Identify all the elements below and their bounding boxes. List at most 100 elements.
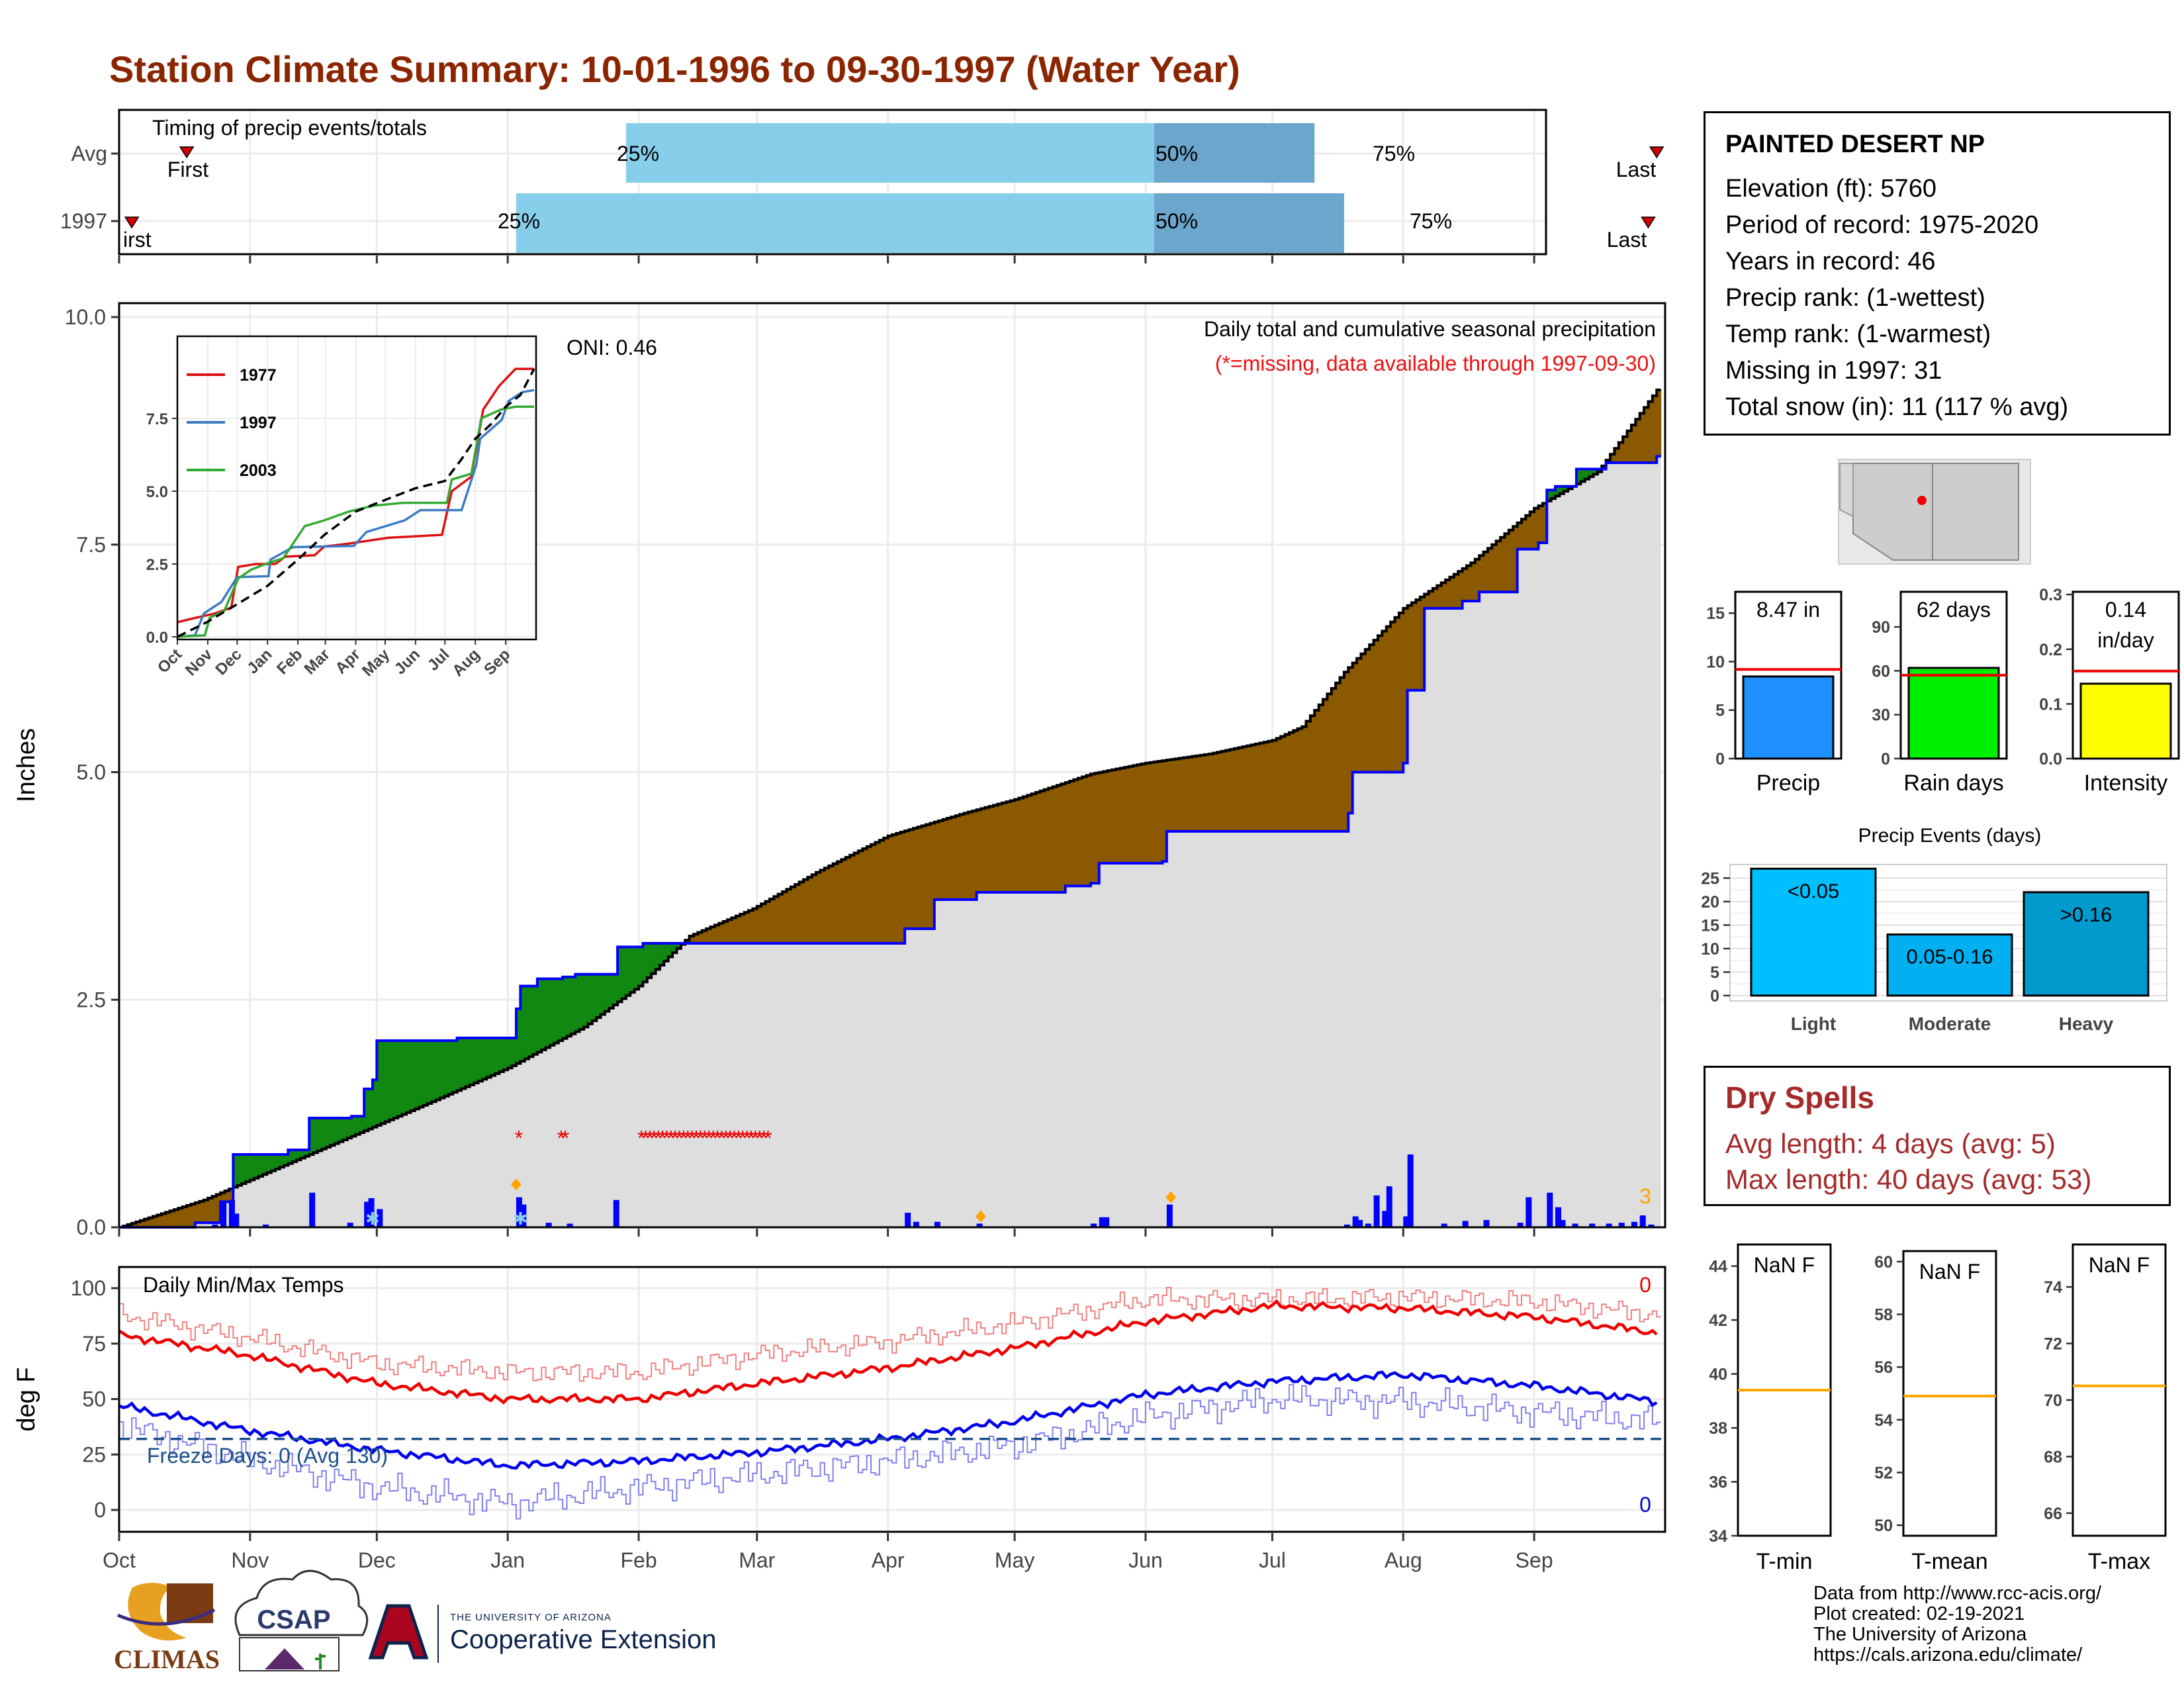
daily-precip-bar: [1441, 1223, 1447, 1227]
daily-precip-bar: [1099, 1217, 1105, 1227]
inset-average-line: [177, 368, 535, 638]
summary-bar-charts: 8.47 in 0 5 10 15 Precip 62 days 0 30 60 90 Rain da…: [1706, 586, 2180, 796]
deficit-area: [1111, 769, 1116, 863]
deficit-area: [997, 804, 1003, 892]
ua-main-text: Cooperative Extension: [450, 1625, 716, 1654]
month-tick-label: Oct: [103, 1548, 136, 1572]
daily-precip-bar: [934, 1221, 940, 1227]
missing-marker: *: [659, 1127, 666, 1150]
deficit-area: [1208, 754, 1214, 831]
deficit-area: [782, 892, 788, 943]
deficit-area: [731, 917, 737, 943]
snow-mark: ✱: [513, 1209, 527, 1229]
deficit-area: [816, 872, 821, 943]
deficit-area: [1496, 541, 1501, 592]
daily-precip-bar: [1403, 1216, 1410, 1227]
deficit-area: [930, 823, 935, 929]
daily-precip-bar: [1090, 1223, 1097, 1227]
missing-marker: *: [692, 1127, 700, 1150]
missing-marker: *: [760, 1127, 768, 1150]
deficit-area: [698, 932, 703, 943]
events-bar-text: <0.05: [1788, 879, 1839, 902]
station-line: Precip rank: (1-wettest): [1725, 284, 1985, 312]
month-tick-label: May: [995, 1548, 1034, 1572]
daily-precip-bar: [1572, 1223, 1578, 1227]
deficit-area: [1331, 688, 1336, 831]
deficit-area: [714, 925, 719, 943]
surplus-area: [554, 978, 559, 1043]
deficit-area: [1217, 752, 1222, 831]
missing-marker: *: [730, 1127, 738, 1150]
surplus-area: [604, 974, 610, 1011]
surplus-area: [1584, 469, 1590, 479]
surplus-area: [659, 943, 664, 966]
deficit-area: [1529, 512, 1535, 549]
timing-marker: [179, 146, 195, 159]
month-tick-label: Aug: [1385, 1548, 1422, 1572]
tpanel-ytick-label: 60: [1874, 1253, 1893, 1272]
deficit-area: [1128, 766, 1134, 863]
daily-precip-bar: [1589, 1223, 1596, 1227]
surplus-area: [359, 1116, 365, 1133]
deficit-area: [976, 810, 981, 892]
surplus-area: [469, 1038, 475, 1085]
tpanel-ytick-label: 54: [1874, 1411, 1893, 1430]
daily-precip-bar: [1462, 1221, 1469, 1227]
missing-marker: *: [701, 1127, 709, 1150]
deficit-area: [1056, 785, 1062, 892]
daily-precip-bar: [1365, 1223, 1371, 1227]
deficit-area: [157, 1215, 162, 1227]
surplus-area: [639, 947, 644, 986]
map-state-nw: [1839, 463, 1854, 518]
deficit-area: [1171, 759, 1176, 831]
surplus-area: [292, 1150, 297, 1162]
daily-precip-bar: [347, 1223, 353, 1227]
surplus-area: [676, 943, 682, 949]
deficit-area: [1040, 790, 1045, 892]
summary-bar-intensity: [2079, 682, 2172, 760]
surplus-area: [461, 1038, 466, 1089]
daily-precip-bar: [1407, 1154, 1414, 1227]
timing-q75-yr: 75%: [1410, 209, 1452, 233]
deficit-area: [1141, 764, 1146, 863]
temp-ytick-label: 75: [82, 1332, 106, 1356]
deficit-area: [1052, 786, 1058, 892]
deficit-area: [1238, 747, 1244, 831]
surplus-area: [584, 974, 589, 1027]
summary-bar-label: Precip: [1756, 771, 1820, 796]
surplus-area: [398, 1041, 403, 1117]
deficit-area: [1082, 776, 1087, 886]
inset-legend-label: 1977: [240, 366, 277, 385]
deficit-area: [1437, 585, 1442, 608]
csap-cactus: [315, 1654, 326, 1669]
summary-ytick-label: 0.2: [2039, 641, 2062, 659]
daily-precip-bar: [1559, 1220, 1566, 1227]
daily-precip-bar: [309, 1192, 316, 1227]
temp-ytick-label: 100: [71, 1276, 106, 1300]
summary-ytick-label: 0.3: [2039, 586, 2062, 604]
missing-marker: *: [671, 1127, 679, 1150]
deficit-area: [1251, 745, 1256, 831]
events-ytick-label: 20: [1701, 893, 1719, 912]
deficit-area: [938, 820, 944, 900]
csap-cloud: [234, 1570, 369, 1636]
surplus-area: [575, 974, 580, 1032]
missing-marker: *: [561, 1127, 569, 1150]
daily-precip-bar: [1618, 1223, 1625, 1227]
surplus-area: [313, 1118, 318, 1153]
daily-precip-bar: [233, 1213, 240, 1227]
summary-ytick-label: 0.1: [2039, 695, 2062, 714]
deficit-area: [1077, 778, 1083, 886]
month-tick-label: Jun: [1128, 1548, 1163, 1572]
month-tick-label: Nov: [231, 1548, 269, 1572]
observed-min-line: [119, 1383, 1661, 1520]
tpanel-ytick-label: 52: [1874, 1464, 1893, 1482]
deficit-area: [127, 1224, 132, 1227]
deficit-area: [1048, 788, 1054, 892]
summary-ytick-label: 10: [1706, 653, 1725, 671]
deficit-area: [140, 1220, 145, 1227]
timing-marker: [124, 216, 140, 229]
dry-spells-box: Dry Spells Avg length: 4 days (avg: 5) M…: [1704, 1066, 2171, 1206]
deficit-area: [187, 1205, 192, 1227]
timing-first-avg-label: First: [167, 158, 208, 181]
